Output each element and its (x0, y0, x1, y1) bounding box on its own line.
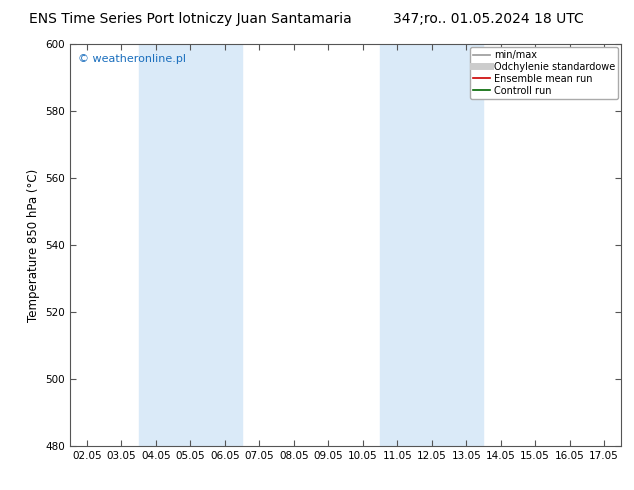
Bar (380, 44, 483, 446)
Legend: min/max, Odchylenie standardowe, Ensemble mean run, Controll run: min/max, Odchylenie standardowe, Ensembl… (470, 47, 618, 98)
Y-axis label: Temperature 850 hPa (°C): Temperature 850 hPa (°C) (27, 169, 39, 321)
Text: © weatheronline.pl: © weatheronline.pl (78, 54, 186, 64)
Text: ENS Time Series Port lotniczy Juan Santamaria: ENS Time Series Port lotniczy Juan Santa… (29, 12, 352, 26)
Bar (139, 44, 242, 446)
Text: 347;ro.. 01.05.2024 18 UTC: 347;ro.. 01.05.2024 18 UTC (393, 12, 583, 26)
